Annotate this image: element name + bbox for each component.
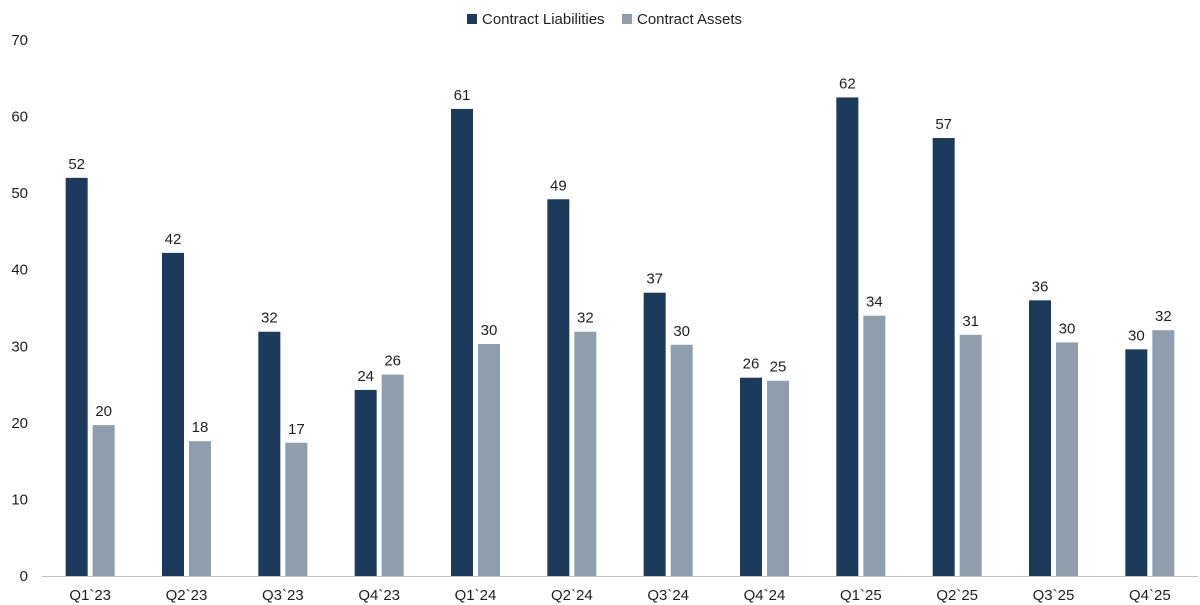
x-tick-label: Q2`24 xyxy=(551,587,593,604)
y-tick-label: 60 xyxy=(11,109,28,126)
bar xyxy=(932,138,955,577)
data-label: 30 xyxy=(481,322,498,339)
bar xyxy=(1056,342,1078,576)
bar xyxy=(1029,300,1051,576)
bar xyxy=(740,377,762,576)
x-tick-label: Q2`25 xyxy=(936,587,978,604)
bar xyxy=(670,344,693,576)
bar xyxy=(92,425,115,576)
legend-swatch xyxy=(622,14,632,24)
x-tick-label: Q1`23 xyxy=(69,587,111,604)
bar xyxy=(574,331,597,576)
bar xyxy=(863,315,886,576)
data-label: 57 xyxy=(935,116,952,133)
data-label: 32 xyxy=(577,310,594,327)
data-label: 61 xyxy=(454,87,471,104)
data-label: 52 xyxy=(68,156,85,173)
data-label: 62 xyxy=(839,75,856,92)
bar xyxy=(767,380,789,576)
data-label: 30 xyxy=(1059,320,1076,337)
data-label: 31 xyxy=(962,313,979,330)
data-label: 26 xyxy=(384,353,401,370)
data-label: 17 xyxy=(288,421,305,438)
bar xyxy=(162,252,184,576)
data-label: 30 xyxy=(673,323,690,340)
bar xyxy=(65,177,88,577)
legend-label: Contract Liabilities xyxy=(482,11,605,28)
y-tick-label: 50 xyxy=(11,185,28,202)
x-tick-label: Q1`24 xyxy=(455,587,497,604)
x-tick-label: Q3`24 xyxy=(647,587,689,604)
data-label: 30 xyxy=(1128,327,1145,344)
bar xyxy=(1125,349,1148,576)
y-tick-label: 0 xyxy=(20,568,28,585)
x-tick-label: Q4`23 xyxy=(358,587,400,604)
bar xyxy=(1152,330,1175,576)
y-tick-label: 40 xyxy=(11,262,28,279)
bar xyxy=(354,389,377,576)
data-label: 34 xyxy=(866,294,883,311)
bars: 52 20 42 18 32 17 24 26 61 30 49 32 37 30 26 25 62 34 57 31… xyxy=(65,75,1175,577)
x-tick-label: Q3`25 xyxy=(1033,587,1075,604)
x-tick-label: Q2`23 xyxy=(166,587,208,604)
x-axis: Q1`23 Q2`23 Q3`23 Q4`23 Q1`24 Q2`24 Q3`24 Q4`24… xyxy=(69,587,1170,604)
x-tick-label: Q1`25 xyxy=(840,587,882,604)
data-label: 32 xyxy=(1155,308,1172,325)
data-label: 37 xyxy=(646,271,663,288)
bar xyxy=(547,199,570,577)
legend-label: Contract Assets xyxy=(637,11,742,28)
data-label: 18 xyxy=(192,419,209,436)
data-label: 25 xyxy=(770,359,787,376)
bar xyxy=(285,442,308,576)
data-label: 32 xyxy=(261,310,278,327)
y-tick-label: 20 xyxy=(11,415,28,432)
x-tick-label: Q3`23 xyxy=(262,587,304,604)
bar xyxy=(959,334,982,576)
bar xyxy=(451,108,473,577)
data-label: 42 xyxy=(165,231,182,248)
bar xyxy=(381,374,404,576)
legend-swatch xyxy=(467,14,477,24)
data-label: 24 xyxy=(357,368,374,385)
bar xyxy=(836,97,859,576)
y-tick-label: 70 xyxy=(11,32,28,49)
x-tick-label: Q4`25 xyxy=(1129,587,1171,604)
data-label: 26 xyxy=(743,356,760,373)
y-tick-label: 10 xyxy=(11,491,28,508)
bar xyxy=(258,331,281,576)
data-label: 49 xyxy=(550,177,567,194)
x-tick-label: Q4`24 xyxy=(744,587,786,604)
data-label: 20 xyxy=(95,403,112,420)
legend: Contract Liabilities Contract Assets xyxy=(467,11,742,28)
bar xyxy=(189,441,211,576)
y-axis: 0 10 20 30 40 50 60 70 xyxy=(11,32,1198,585)
bar xyxy=(643,292,666,576)
y-tick-label: 30 xyxy=(11,338,28,355)
data-label: 36 xyxy=(1032,278,1049,295)
bar xyxy=(478,343,500,576)
